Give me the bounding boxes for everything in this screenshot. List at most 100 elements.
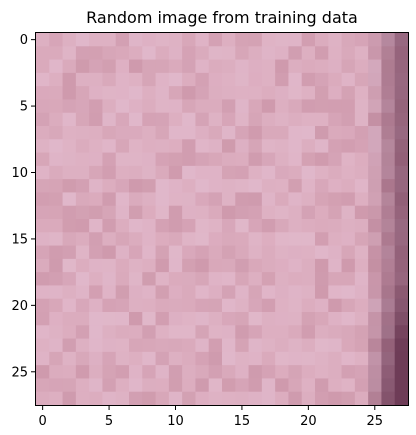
- pixel-cell: [354, 272, 369, 287]
- pixel-cell: [315, 391, 329, 406]
- pixel-cell: [36, 365, 50, 380]
- pixel-cell: [288, 59, 303, 74]
- pixel-cell: [36, 86, 50, 101]
- pixel-cell: [288, 86, 303, 101]
- pixel-cell: [102, 152, 117, 167]
- pixel-cell: [36, 59, 50, 74]
- pixel-cell: [275, 351, 290, 366]
- pixel-cell: [288, 126, 303, 140]
- pixel-cell: [62, 205, 77, 220]
- pixel-cell: [89, 72, 104, 87]
- pixel-cell: [315, 46, 329, 61]
- pixel-cell: [75, 192, 90, 207]
- pixel-cell: [62, 46, 77, 61]
- pixel-cell: [115, 245, 130, 260]
- pixel-cell: [195, 245, 210, 260]
- pixel-cell: [142, 285, 157, 300]
- pixel-cell: [129, 245, 143, 260]
- pixel-cell: [142, 192, 157, 207]
- pixel-cell: [222, 391, 236, 406]
- pixel-cell: [102, 338, 117, 353]
- pixel-cell: [328, 205, 343, 220]
- pixel-cell: [49, 192, 64, 207]
- pixel-cell: [129, 126, 143, 140]
- pixel-cell: [115, 112, 130, 127]
- pixel-cell: [248, 86, 263, 101]
- pixel-cell: [36, 232, 50, 247]
- pixel-cell: [168, 219, 183, 233]
- pixel-cell: [155, 351, 170, 366]
- pixel-cell: [49, 298, 64, 313]
- pixel-cell: [129, 59, 143, 74]
- pixel-cell: [182, 245, 197, 260]
- pixel-cell: [168, 378, 183, 393]
- pixel-cell: [394, 179, 409, 194]
- pixel-cell: [222, 298, 236, 313]
- pixel-cell: [288, 33, 303, 47]
- pixel-cell: [142, 86, 157, 101]
- pixel-cell: [182, 298, 197, 313]
- pixel-cell: [75, 285, 90, 300]
- pixel-cell: [182, 139, 197, 154]
- pixel-cell: [368, 139, 383, 154]
- x-tick-label: 5: [105, 414, 113, 429]
- pixel-cell: [315, 351, 329, 366]
- pixel-cell: [354, 179, 369, 194]
- pixel-cell: [328, 139, 343, 154]
- pixel-cell: [368, 325, 383, 340]
- pixel-cell: [142, 219, 157, 233]
- pixel-cell: [182, 152, 197, 167]
- pixel-cell: [315, 325, 329, 340]
- pixel-cell: [36, 338, 50, 353]
- pixel-cell: [248, 33, 263, 47]
- pixel-cell: [328, 59, 343, 74]
- pixel-cell: [341, 298, 356, 313]
- pixel-cell: [115, 258, 130, 273]
- pixel-cell: [142, 59, 157, 74]
- pixel-cell: [248, 245, 263, 260]
- pixel-cell: [288, 325, 303, 340]
- pixel-cell: [129, 99, 143, 114]
- pixel-cell: [89, 205, 104, 220]
- pixel-cell: [275, 165, 290, 180]
- pixel-cell: [89, 365, 104, 380]
- pixel-cell: [301, 258, 316, 273]
- pixel-cell: [49, 86, 64, 101]
- pixel-cell: [222, 365, 236, 380]
- pixel-cell: [168, 258, 183, 273]
- pixel-cell: [155, 219, 170, 233]
- pixel-cell: [195, 192, 210, 207]
- pixel-cell: [102, 86, 117, 101]
- pixel-cell: [168, 192, 183, 207]
- pixel-cell: [195, 298, 210, 313]
- pixel-cell: [394, 232, 409, 247]
- pixel-cell: [301, 298, 316, 313]
- pixel-cell: [115, 59, 130, 74]
- pixel-cell: [89, 152, 104, 167]
- pixel-cell: [129, 86, 143, 101]
- pixel-cell: [381, 312, 396, 326]
- pixel-cell: [102, 139, 117, 154]
- pixel-cell: [381, 139, 396, 154]
- pixel-cell: [115, 219, 130, 233]
- pixel-cell: [62, 99, 77, 114]
- pixel-cell: [195, 325, 210, 340]
- pixel-cell: [89, 245, 104, 260]
- pixel-cell: [394, 258, 409, 273]
- pixel-cell: [235, 391, 250, 406]
- pixel-cell: [36, 72, 50, 87]
- pixel-cell: [301, 139, 316, 154]
- pixel-cell: [115, 46, 130, 61]
- pixel-cell: [381, 338, 396, 353]
- pixel-cell: [182, 285, 197, 300]
- pixel-cell: [89, 258, 104, 273]
- pixel-cell: [36, 152, 50, 167]
- pixel-cell: [36, 112, 50, 127]
- pixel-cell: [301, 59, 316, 74]
- pixel-cell: [182, 258, 197, 273]
- pixel-cell: [261, 312, 276, 326]
- pixel-cell: [261, 298, 276, 313]
- pixel-cell: [168, 351, 183, 366]
- x-tick-label: 10: [167, 414, 184, 429]
